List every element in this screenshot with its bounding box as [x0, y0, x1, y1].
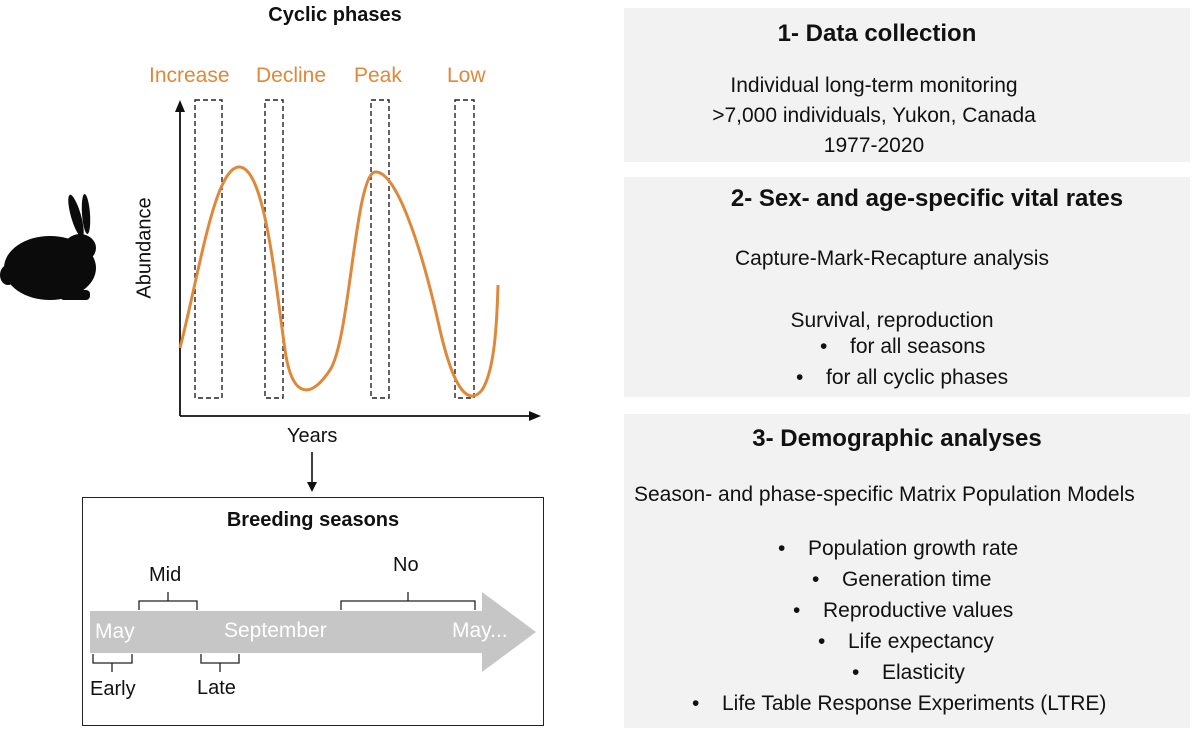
panel-vital-rates: 2- Sex- and age-specific vital rates Cap… — [624, 177, 1190, 397]
abundance-curve — [178, 165, 500, 398]
panel-2-bullet-1: • for all seasons — [820, 335, 985, 359]
x-axis-arrowhead — [529, 411, 541, 421]
bracket-no — [340, 592, 476, 610]
timeline-arrow — [90, 592, 536, 672]
panel-3-bullet-4: • Life expectancy — [818, 630, 994, 654]
panel-2-bullet-2: • for all cyclic phases — [796, 366, 1008, 390]
breeding-seasons-box — [82, 497, 544, 726]
panel-3-bullet-3: • Reproductive values — [793, 599, 1013, 623]
bullet-dot: • — [820, 335, 828, 358]
panel-data-collection: 1- Data collection Individual long-term … — [624, 8, 1190, 162]
bullet-text: for all seasons — [850, 335, 986, 358]
panel-2-title: 2- Sex- and age-specific vital rates — [730, 185, 1124, 212]
panel-2-line-1: Capture-Mark-Recapture analysis — [735, 247, 1049, 270]
bracket-mid — [138, 592, 198, 610]
panel-3-bullet-5: • Elasticity — [852, 661, 965, 685]
phase-label-increase: Increase — [149, 64, 230, 87]
phase-box-increase — [194, 99, 223, 399]
bullet-text: for all cyclic phases — [826, 366, 1009, 389]
panel-1-line-3: 1977-2020 — [823, 134, 925, 157]
timeline-label-may-start: May — [95, 620, 135, 643]
bracket-label-early: Early — [90, 678, 136, 700]
panel-2-line-2: Survival, reproduction — [790, 309, 994, 332]
panel-3-bullet-6: • Life Table Response Experiments (LTRE) — [692, 692, 1106, 716]
bullet-text: Generation time — [842, 568, 992, 591]
bullet-text: Elasticity — [882, 661, 965, 684]
panel-3-line-1: Season- and phase-specific Matrix Popula… — [634, 483, 1135, 506]
cyclic-abundance-plot — [175, 99, 541, 421]
hare-silhouette-icon — [0, 194, 96, 300]
phase-label-decline: Decline — [256, 64, 327, 87]
panel-3-title: 3- Demographic analyses — [752, 425, 1042, 452]
bracket-late — [200, 654, 240, 672]
bullet-dot: • — [852, 661, 860, 684]
phase-label-peak: Peak — [354, 64, 402, 87]
bullet-dot: • — [778, 537, 786, 560]
panel-1-line-1: Individual long-term monitoring — [730, 74, 1018, 97]
panel-1-title: 1- Data collection — [777, 20, 977, 47]
phase-box-peak — [370, 99, 390, 399]
timeline-label-may-end: May... — [452, 619, 508, 642]
panel-3-bullet-2: • Generation time — [812, 568, 991, 592]
bracket-early — [92, 654, 133, 672]
bullet-text: Population growth rate — [808, 537, 1019, 560]
bracket-label-no: No — [393, 554, 419, 576]
bullet-dot: • — [692, 692, 700, 715]
bracket-label-mid: Mid — [149, 564, 182, 586]
cyclic-phases-title: Cyclic phases — [268, 4, 402, 26]
bullet-dot: • — [793, 599, 801, 622]
bullet-dot: • — [812, 568, 820, 591]
bullet-text: Reproductive values — [823, 599, 1014, 622]
breeding-seasons-title: Breeding seasons — [226, 509, 400, 531]
bracket-label-late: Late — [197, 677, 236, 699]
y-axis-arrowhead — [175, 100, 185, 112]
bullet-text: Life expectancy — [848, 630, 994, 653]
down-arrow — [307, 452, 317, 492]
bullet-dot: • — [818, 630, 826, 653]
bullet-dot: • — [796, 366, 804, 389]
bullet-text: Life Table Response Experiments (LTRE) — [722, 692, 1107, 715]
season-timeline — [90, 592, 536, 672]
panel-1-line-2: >7,000 individuals, Yukon, Canada — [712, 104, 1036, 127]
panel-demographic-analyses: 3- Demographic analyses Season- and phas… — [624, 414, 1190, 728]
phase-box-decline — [264, 99, 284, 399]
timeline-label-september: September — [224, 619, 327, 642]
x-axis-label: Years — [287, 425, 338, 447]
phase-box-low — [454, 99, 475, 399]
phase-label-low: Low — [447, 64, 486, 87]
panel-3-bullet-1: • Population growth rate — [778, 537, 1018, 561]
